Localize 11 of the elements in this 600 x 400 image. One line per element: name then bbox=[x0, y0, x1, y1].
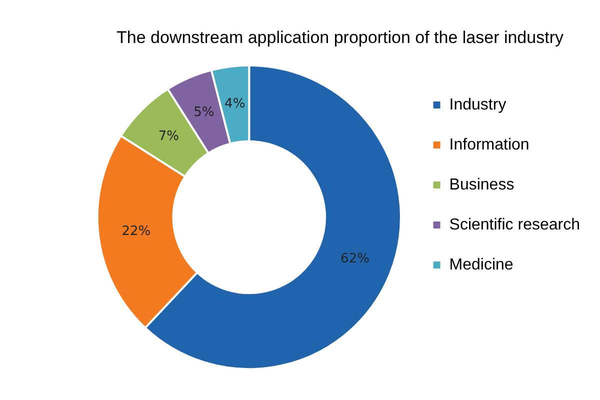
data-label: 5% bbox=[194, 105, 214, 120]
chart-title: The downstream application proportion of the laser industry bbox=[116, 28, 564, 47]
data-label: 22% bbox=[122, 224, 151, 239]
legend-label: Scientific research bbox=[449, 216, 580, 234]
legend-label: Information bbox=[449, 136, 530, 154]
legend-label: Industry bbox=[449, 96, 506, 114]
data-label: 7% bbox=[158, 129, 179, 144]
data-label: 4% bbox=[224, 96, 246, 112]
legend-label: Medicine bbox=[449, 256, 514, 274]
data-label: 62% bbox=[340, 251, 370, 266]
legend-label: Business bbox=[449, 176, 514, 194]
